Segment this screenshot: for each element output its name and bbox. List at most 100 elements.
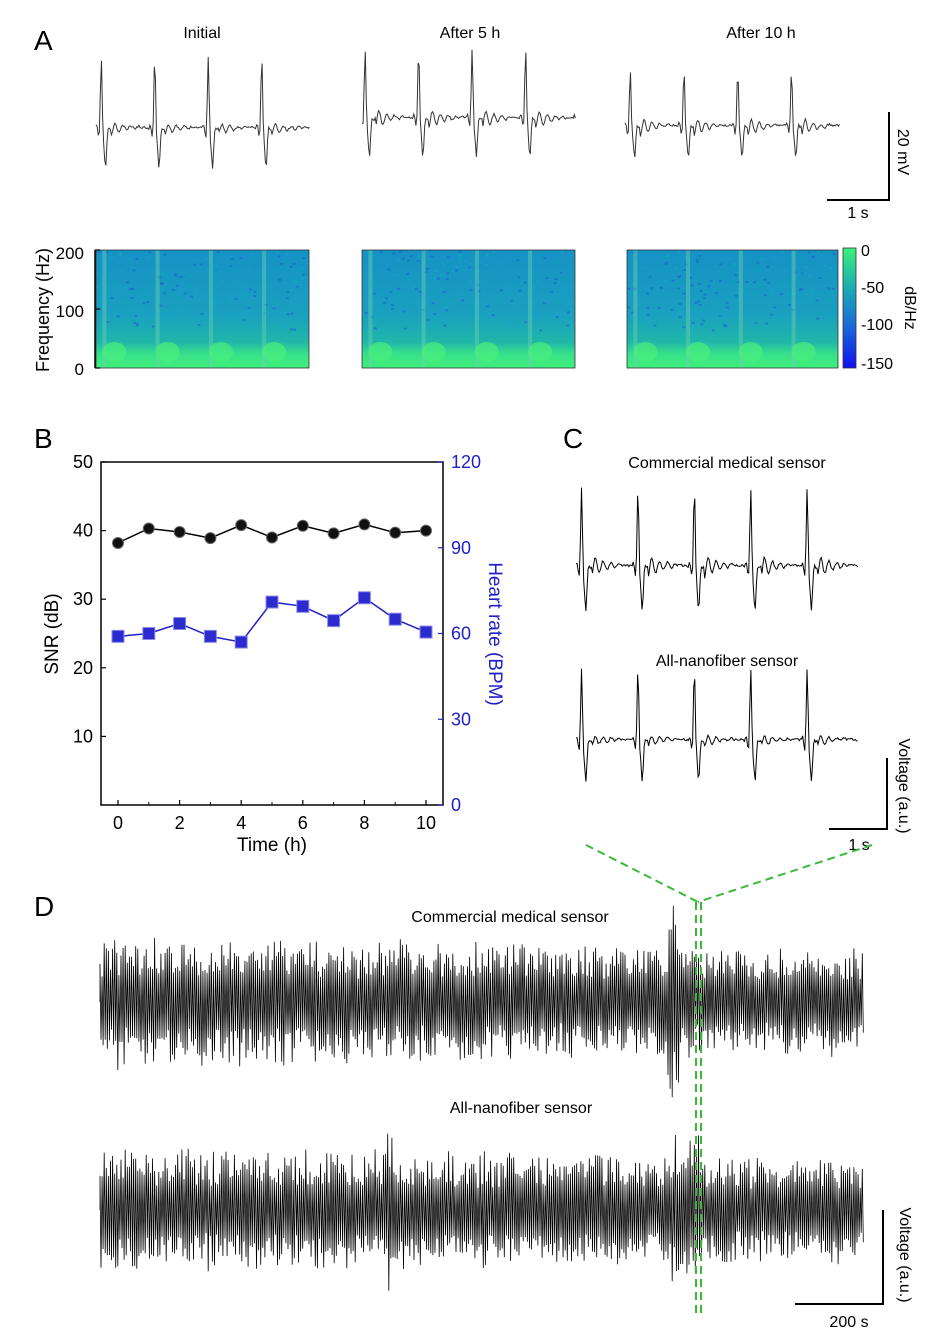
colorbar-label: dB/Hz bbox=[901, 286, 918, 330]
spectrogram-speckle bbox=[780, 251, 784, 254]
spectrogram-speckle bbox=[389, 291, 393, 294]
spectrogram-speckle bbox=[560, 296, 563, 299]
panel-c-scale-bar bbox=[829, 758, 888, 830]
spectrogram-speckle bbox=[508, 291, 512, 294]
spectrogram-speckle bbox=[406, 273, 410, 275]
panel-b-point-heart-rate bbox=[234, 635, 248, 649]
spectrogram-speckle bbox=[690, 284, 694, 287]
spectrogram-speckle bbox=[293, 297, 297, 300]
spectrogram-speckle bbox=[786, 314, 790, 317]
panel-c-scale-horizontal-label: 1 s bbox=[848, 837, 869, 854]
panel-b-point-heart-rate bbox=[142, 627, 156, 640]
spectrogram-speckle bbox=[754, 322, 758, 325]
spectrogram-speckle bbox=[229, 255, 233, 258]
zoom-guide-left bbox=[585, 844, 699, 903]
spectrogram-speckle bbox=[437, 281, 441, 284]
spectrogram-speckle bbox=[522, 287, 526, 290]
spectrogram-speckle bbox=[292, 262, 296, 265]
spectrogram-speckle bbox=[396, 259, 400, 261]
spectrogram-speckle bbox=[416, 259, 420, 262]
spectrogram-speckle bbox=[478, 307, 481, 310]
spectrogram-speckle bbox=[682, 292, 686, 295]
spectrogram-speckle bbox=[664, 279, 668, 282]
spectrogram-ylabel: Frequency (Hz) bbox=[33, 248, 53, 372]
spectrogram-speckle bbox=[371, 254, 375, 257]
spectrogram-speckle bbox=[445, 278, 449, 281]
spectrogram-speckle bbox=[455, 266, 458, 269]
spectrogram-speckle bbox=[285, 297, 289, 300]
spectrogram-speckle bbox=[426, 319, 430, 322]
spectrogram-speckle bbox=[798, 288, 802, 291]
panel-b-ytick-label: 40 bbox=[73, 521, 93, 541]
spectrogram-speckle bbox=[295, 271, 299, 274]
spectrogram-speckle bbox=[506, 322, 510, 325]
spectrogram-speckle bbox=[439, 288, 443, 291]
spectrogram-speckle bbox=[539, 329, 542, 332]
spectrogram-speckle bbox=[458, 258, 462, 261]
spectrogram-speckle bbox=[216, 251, 220, 253]
spectrogram-speckle bbox=[289, 265, 293, 268]
spectrogram-speckle bbox=[272, 307, 276, 310]
spectrogram-speckle bbox=[382, 311, 386, 314]
panel-b-point-heart-rate bbox=[357, 591, 371, 605]
panel-b-point-heart-rate bbox=[173, 616, 187, 630]
spectrogram-speckle bbox=[286, 313, 290, 316]
spectrogram-speckle bbox=[229, 314, 233, 317]
spectrogram-frame bbox=[361, 249, 576, 369]
spectrogram-speckle bbox=[771, 256, 775, 259]
spectrogram-speckle bbox=[562, 300, 566, 303]
spectrogram-speckle bbox=[421, 308, 425, 311]
spectrogram-speckle bbox=[430, 255, 434, 258]
spectrogram-speckle bbox=[695, 318, 699, 320]
spectrogram-speckle bbox=[455, 294, 459, 297]
panel-b-point-snr bbox=[327, 527, 340, 540]
spectrogram-speckle bbox=[180, 289, 183, 292]
spectrogram-speckle bbox=[200, 312, 204, 315]
spectrogram-speckle bbox=[633, 256, 637, 259]
spectrogram-speckle bbox=[458, 255, 462, 258]
ecg-trace-initial bbox=[95, 56, 310, 169]
spectrogram-speckle bbox=[276, 251, 279, 254]
spectrogram-speckle bbox=[134, 315, 138, 318]
spectrogram-speckle bbox=[496, 313, 500, 316]
spectrogram-speckle bbox=[756, 261, 760, 264]
spectrogram-speckle bbox=[385, 297, 389, 300]
panel-b-xtick-label: 0 bbox=[113, 813, 123, 833]
spectrogram-speckle bbox=[725, 301, 729, 304]
spectrogram-speckle bbox=[802, 272, 806, 274]
spectrogram-speckle bbox=[782, 285, 786, 288]
spectrogram-speckle bbox=[391, 274, 395, 277]
spectrogram-low-freq-blob bbox=[421, 342, 446, 362]
panel-b-ytick-right-label: 90 bbox=[451, 538, 471, 558]
spectrogram-speckle bbox=[123, 286, 127, 289]
spectrogram-speckle bbox=[234, 316, 238, 319]
spectrogram-speckle bbox=[444, 305, 448, 308]
spectrogram-speckle bbox=[807, 251, 811, 254]
spectrogram-speckle bbox=[725, 306, 729, 309]
spectrogram-speckle bbox=[491, 314, 495, 317]
spectrogram-speckle bbox=[229, 295, 233, 298]
spectrogram-speckle bbox=[111, 287, 114, 290]
spectrogram-speckle bbox=[415, 288, 418, 291]
spectrogram-speckle bbox=[125, 281, 129, 284]
spectrogram-beat-band bbox=[528, 250, 533, 368]
panel-d-scale-horizontal-label: 200 s bbox=[829, 1314, 868, 1331]
spectrogram-speckle bbox=[282, 325, 286, 328]
spectrogram-2 bbox=[626, 249, 839, 369]
spectrogram-speckle bbox=[99, 288, 103, 291]
spectrogram-speckle bbox=[676, 287, 680, 290]
spectrogram-speckle bbox=[262, 296, 266, 299]
spectrogram-speckle bbox=[694, 301, 698, 304]
spectrogram-speckle bbox=[770, 289, 774, 292]
spectrogram-speckle bbox=[451, 270, 455, 273]
panel-b-point-snr bbox=[142, 522, 155, 535]
panel-b-point-snr bbox=[204, 532, 217, 545]
spectrogram-speckle bbox=[132, 269, 136, 272]
spectrogram-speckle bbox=[371, 328, 375, 331]
spectrogram-speckle bbox=[190, 274, 194, 277]
spectrogram-speckle bbox=[789, 321, 792, 324]
spectrogram-speckle bbox=[402, 310, 406, 313]
spectrogram-speckle bbox=[204, 257, 208, 260]
zoom-guide-lines bbox=[585, 844, 873, 1318]
panel-b-point-heart-rate bbox=[265, 595, 279, 609]
